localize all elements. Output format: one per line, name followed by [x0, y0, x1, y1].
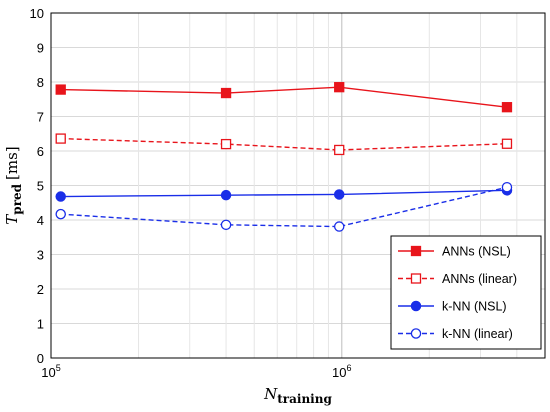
- series-line: [60, 137, 508, 151]
- data-point: [410, 300, 422, 312]
- data-point: [220, 87, 232, 99]
- x-axis-label-sub: training: [277, 392, 332, 406]
- x-axis-ticks: 105 106: [41, 363, 351, 380]
- data-point: [501, 102, 513, 113]
- y-tick-label: 9: [37, 41, 44, 56]
- y-axis-label-unit: [ms]: [3, 146, 21, 180]
- data-point: [410, 245, 422, 257]
- data-point: [333, 189, 345, 200]
- y-axis-label-main: T: [3, 214, 21, 225]
- y-tick-label: 8: [37, 75, 44, 90]
- y-tick-label: 2: [37, 282, 44, 297]
- x-tick-base: 10: [41, 365, 55, 380]
- y-tick-label: 0: [37, 351, 44, 366]
- data-point: [220, 138, 232, 150]
- y-tick-label: 5: [37, 179, 44, 194]
- series-anns-linear: [55, 133, 513, 156]
- series-anns-nsl: [55, 82, 513, 113]
- plot-area-frame: [50, 12, 546, 359]
- series-line: [60, 189, 507, 198]
- data-point: [220, 219, 232, 231]
- x-tick-exponent: 5: [56, 363, 61, 373]
- y-axis-label: Tpred [ms]: [3, 146, 24, 224]
- y-axis-ticks: 0 1 2 3 4 5 6 7 8 9 10: [30, 6, 44, 366]
- data-point: [501, 138, 513, 149]
- legend-item: ANNs (NSL): [398, 245, 511, 259]
- data-point: [334, 144, 345, 156]
- legend-label: k-NN (NSL): [442, 300, 507, 314]
- x-axis-label-main: N: [263, 385, 278, 403]
- series-k-nn-linear: [55, 181, 513, 232]
- legend-label: ANNs (linear): [442, 272, 517, 286]
- y-tick-label: 3: [37, 248, 44, 263]
- series-line: [60, 186, 508, 228]
- x-tick-label: 105: [41, 363, 60, 380]
- x-tick-base: 10: [332, 365, 346, 380]
- x-axis-label: Ntraining: [263, 385, 332, 406]
- data-point: [55, 208, 66, 220]
- x-tick-exponent: 6: [346, 363, 351, 373]
- legend: ANNs (NSL) ANNs (linear) k-NN (NSL) k-NN (l…: [390, 235, 542, 350]
- legend-item: k-NN (linear): [398, 327, 513, 341]
- data-point: [501, 181, 513, 193]
- legend-label: ANNs (NSL): [442, 245, 511, 259]
- series-line: [60, 86, 508, 108]
- legend-item: ANNs (linear): [398, 272, 517, 286]
- data-point: [334, 82, 345, 93]
- series-k-nn-nsl: [55, 185, 513, 202]
- data-point: [410, 273, 422, 284]
- data-point: [55, 133, 66, 144]
- data-point: [220, 189, 232, 201]
- legend-item: k-NN (NSL): [398, 300, 507, 314]
- data-point: [55, 84, 66, 95]
- y-tick-label: 1: [37, 317, 44, 332]
- data-point: [410, 328, 422, 339]
- legend-label: k-NN (linear): [442, 327, 513, 341]
- x-tick-label: 106: [332, 363, 351, 380]
- y-tick-label: 4: [37, 213, 44, 228]
- y-tick-label: 7: [37, 110, 44, 125]
- y-axis-label-sub: pred: [10, 183, 24, 214]
- y-tick-label: 10: [30, 6, 44, 21]
- series-layer: [55, 82, 513, 232]
- data-point: [55, 191, 66, 202]
- y-tick-label: 6: [37, 144, 44, 159]
- data-point: [333, 221, 345, 232]
